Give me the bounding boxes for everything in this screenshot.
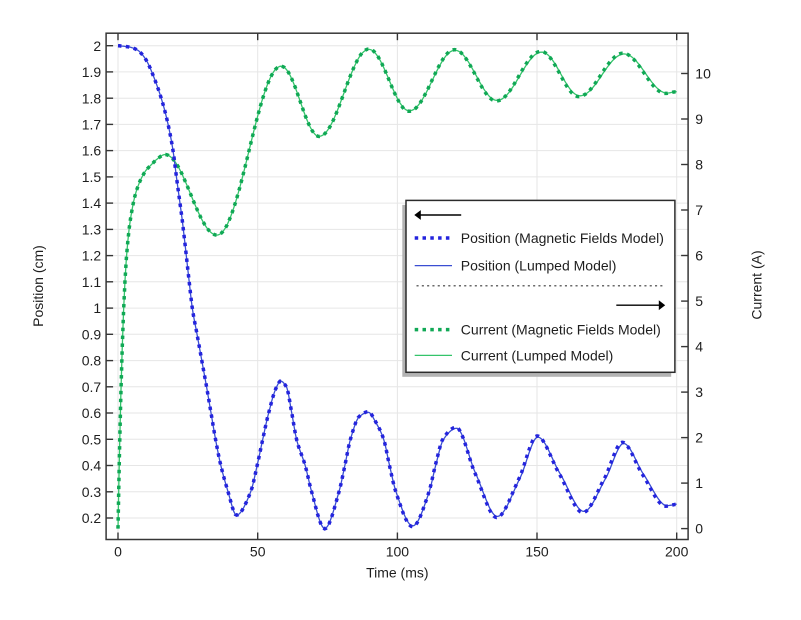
svg-text:1.9: 1.9 xyxy=(82,64,102,80)
svg-text:0: 0 xyxy=(695,521,703,537)
svg-text:0.3: 0.3 xyxy=(82,484,102,500)
svg-text:Current (Lumped Model): Current (Lumped Model) xyxy=(461,348,614,364)
svg-text:100: 100 xyxy=(386,544,410,560)
svg-text:0.6: 0.6 xyxy=(82,405,102,421)
svg-text:1.3: 1.3 xyxy=(82,222,102,238)
svg-text:2: 2 xyxy=(695,430,703,446)
svg-text:Position (Lumped Model): Position (Lumped Model) xyxy=(461,258,617,274)
svg-text:0.9: 0.9 xyxy=(82,326,102,342)
svg-text:0: 0 xyxy=(114,544,122,560)
svg-text:9: 9 xyxy=(695,111,703,127)
svg-text:Current (A): Current (A) xyxy=(749,250,765,319)
svg-text:150: 150 xyxy=(525,544,549,560)
svg-text:2: 2 xyxy=(93,38,101,54)
svg-text:6: 6 xyxy=(695,248,703,264)
svg-text:1.8: 1.8 xyxy=(82,90,102,106)
svg-text:Time (ms): Time (ms) xyxy=(366,565,428,581)
svg-text:0.2: 0.2 xyxy=(82,510,102,526)
svg-text:8: 8 xyxy=(695,157,703,173)
svg-text:0.7: 0.7 xyxy=(82,379,102,395)
svg-text:0.4: 0.4 xyxy=(82,458,102,474)
svg-text:0.5: 0.5 xyxy=(82,431,102,447)
svg-text:5: 5 xyxy=(695,293,703,309)
svg-text:1.7: 1.7 xyxy=(82,117,102,133)
svg-text:1.2: 1.2 xyxy=(82,248,102,264)
svg-text:1: 1 xyxy=(695,475,703,491)
svg-text:Current (Magnetic Fields Model: Current (Magnetic Fields Model) xyxy=(461,322,661,338)
svg-text:1.4: 1.4 xyxy=(82,195,102,211)
svg-text:1.1: 1.1 xyxy=(82,274,102,290)
svg-text:1.6: 1.6 xyxy=(82,143,102,159)
svg-text:3: 3 xyxy=(695,384,703,400)
svg-text:7: 7 xyxy=(695,202,703,218)
svg-text:4: 4 xyxy=(695,339,703,355)
svg-text:200: 200 xyxy=(665,544,689,560)
svg-text:50: 50 xyxy=(250,544,266,560)
svg-text:10: 10 xyxy=(695,66,711,82)
svg-text:Position (cm): Position (cm) xyxy=(30,245,46,327)
svg-text:Position (Magnetic Fields Mode: Position (Magnetic Fields Model) xyxy=(461,230,664,246)
svg-text:0.8: 0.8 xyxy=(82,353,102,369)
svg-text:1: 1 xyxy=(93,300,101,316)
svg-text:1.5: 1.5 xyxy=(82,169,102,185)
